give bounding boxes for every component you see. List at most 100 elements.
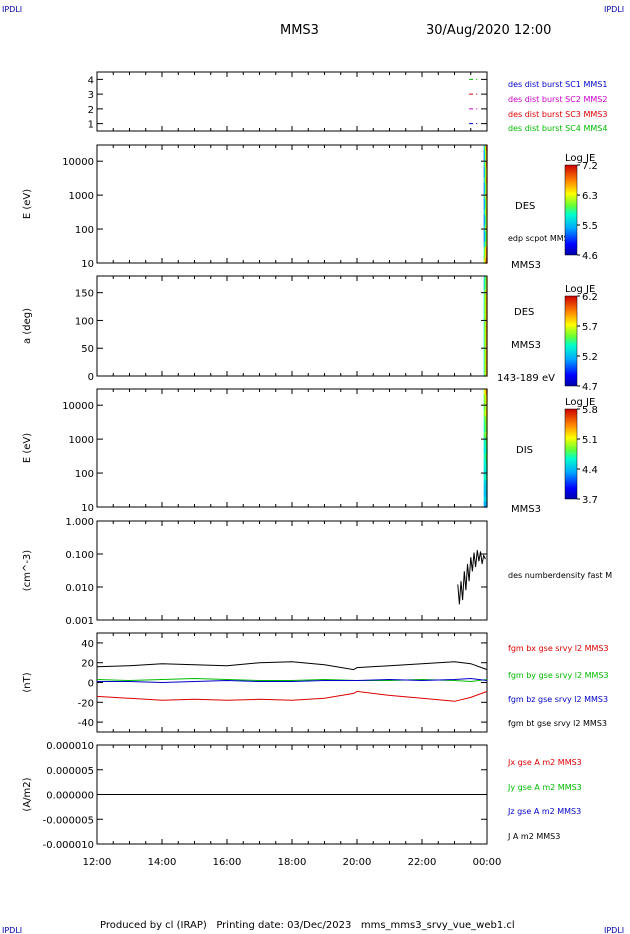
time-tick-label: 20:00	[343, 857, 372, 868]
bfield-panel-ytick-label: -20	[78, 698, 94, 709]
des-pitch-panel-ytick-label: 50	[81, 344, 94, 355]
bfield-panel-ylabel: (nT)	[22, 672, 33, 692]
current-legend-item: Jz gse A m2 MMS3	[507, 807, 581, 816]
burst-panel-ytick-label: 4	[88, 75, 94, 86]
des-pitch-panel-ytick-label: 150	[75, 289, 94, 300]
dis-energy-panel-colorbar-title: Log JE	[565, 397, 595, 408]
dis-energy-panel-colorbar-label: 3.7	[582, 495, 598, 506]
current-panel-ytick-label: 0.000010	[46, 741, 94, 752]
current-panel-ytick-label: -0.000010	[43, 840, 94, 851]
des-energy-panel-ytick-label: 1000	[69, 191, 94, 202]
burst-panel-ytick-label: 2	[88, 105, 94, 116]
bfield-panel-ytick-label: -40	[78, 718, 94, 729]
density-panel-ytick-label: 0.010	[65, 583, 94, 594]
date-title: 30/Aug/2020 12:00	[426, 23, 551, 38]
des-energy-panel-colorbar-label: 4.6	[582, 251, 598, 262]
des-energy-panel-colorbar-title: Log JE	[565, 153, 595, 164]
des-energy-panel-label: DES	[515, 201, 535, 212]
burst-legend-item: des dist burst SC1 MMS1	[508, 80, 607, 89]
des-pitch-panel-energy-label: 143-189 eV	[497, 373, 555, 384]
des-pitch-panel-label: DES	[514, 307, 534, 318]
bfield-legend-item: fgm bt gse srvy l2 MMS3	[508, 719, 607, 728]
des-energy-panel-ytick-label: 100	[75, 225, 94, 236]
corner-label-bottom-right: IPDLI	[604, 926, 624, 934]
current-panel-ytick-label: 0.000000	[46, 791, 94, 802]
des-pitch-panel-colorbar-label: 5.2	[582, 352, 598, 363]
des-pitch-panel-colorbar-label: 4.7	[582, 382, 598, 393]
density-panel-ytick-label: 0.001	[65, 616, 94, 627]
burst-legend-item: des dist burst SC4 MMS4	[508, 124, 607, 133]
des-energy-panel-overlay-label: edp scpot MMS3	[508, 234, 574, 243]
dis-energy-panel-ytick-label: 100	[75, 469, 94, 480]
density-panel-frame	[96, 520, 488, 621]
dis-energy-panel-ylabel: E (eV)	[22, 433, 33, 463]
time-tick-label: 00:00	[473, 857, 502, 868]
density-panel-legend: des numberdensity fast M	[508, 571, 612, 580]
time-tick-label: 14:00	[148, 857, 177, 868]
bfield-panel-ytick-label: 0	[88, 679, 94, 690]
current-panel-ytick-label: 0.000005	[46, 766, 94, 777]
current-legend-item: Jy gse A m2 MMS3	[507, 783, 582, 792]
des-energy-panel-ylabel: E (eV)	[22, 189, 33, 219]
corner-label-top-left: IPDLI	[2, 5, 22, 14]
time-tick-label: 16:00	[213, 857, 242, 868]
current-legend-item: Jx gse A m2 MMS3	[507, 758, 582, 767]
des-pitch-panel-colorbar	[564, 295, 578, 387]
des-energy-panel-colorbar-label: 5.5	[582, 221, 598, 232]
current-panel-ylabel: (A/m2)	[22, 777, 33, 811]
dis-energy-panel-right-label: MMS3	[511, 504, 541, 515]
burst-panel-ytick-label: 1	[88, 120, 94, 131]
des-energy-panel-ytick-label: 10	[81, 259, 94, 270]
time-tick-label: 18:00	[278, 857, 307, 868]
des-pitch-panel-ytick-label: 100	[75, 316, 94, 327]
bfield-series-3	[97, 677, 488, 684]
des-energy-panel-colorbar-label: 6.3	[582, 191, 598, 202]
corner-label-top-right: IPDLI	[604, 5, 624, 14]
density-panel-ytick-label: 0.100	[65, 550, 94, 561]
bfield-series-1	[96, 690, 488, 702]
dis-energy-panel-ytick-label: 10	[81, 503, 94, 514]
des-energy-panel-colorbar-label: 7.2	[582, 161, 598, 172]
bfield-legend-item: fgm bz gse srvy l2 MMS3	[508, 695, 608, 704]
dis-energy-panel-ytick-label: 10000	[62, 401, 94, 412]
current-panel-ytick-label: -0.000005	[43, 815, 94, 826]
dis-energy-panel-colorbar-label: 5.8	[582, 405, 598, 416]
density-panel-ylabel: (cm^-3)	[22, 550, 33, 591]
density-panel-ytick-label: 1.000	[65, 517, 94, 528]
burst-panel-ytick-label: 3	[88, 90, 94, 101]
dis-energy-panel-frame	[96, 388, 488, 508]
bfield-series-2	[96, 677, 488, 683]
des-pitch-panel-ylabel: a (deg)	[22, 308, 33, 344]
current-legend-item: J A m2 MMS3	[507, 832, 560, 841]
dis-energy-panel-label: DIS	[516, 445, 533, 456]
des-pitch-panel-colorbar-label: 6.2	[582, 292, 598, 303]
des-pitch-panel-right-label: MMS3	[511, 340, 541, 351]
des-energy-panel-ytick-label: 10000	[62, 157, 94, 168]
des-energy-panel-right-label: MMS3	[511, 260, 541, 271]
bfield-legend-item: fgm by gse srvy l2 MMS3	[508, 671, 609, 680]
footer-credits: Produced by cl (IRAP) Printing date: 03/…	[100, 920, 515, 931]
corner-label-bottom-left: IPDLI	[2, 926, 22, 934]
des-pitch-panel-frame	[96, 275, 488, 377]
bfield-legend-item: fgm bx gse srvy l2 MMS3	[508, 644, 609, 653]
density-series	[457, 550, 486, 605]
bfield-panel-ytick-label: 40	[81, 639, 94, 650]
dis-energy-panel-ytick-label: 1000	[69, 435, 94, 446]
burst-legend-item: des dist burst SC3 MMS3	[508, 110, 607, 119]
time-tick-label: 12:00	[83, 857, 112, 868]
des-pitch-panel-ytick-label: 0	[88, 372, 94, 383]
dis-energy-panel-colorbar-label: 4.4	[582, 465, 598, 476]
bfield-panel-ytick-label: 20	[81, 659, 94, 670]
burst-legend-item: des dist burst SC2 MMS2	[508, 95, 607, 104]
spacecraft-title: MMS3	[280, 23, 319, 38]
des-energy-panel-frame	[96, 144, 488, 264]
des-pitch-panel-colorbar-title: Log JE	[565, 284, 595, 295]
bfield-series-0	[96, 661, 488, 671]
time-tick-label: 22:00	[408, 857, 437, 868]
des-energy-panel-colorbar	[564, 164, 578, 256]
des-pitch-panel-colorbar-label: 5.7	[582, 322, 598, 333]
dis-energy-panel-colorbar-label: 5.1	[582, 435, 598, 446]
dis-energy-panel-colorbar	[564, 408, 578, 500]
burst-panel-frame	[96, 71, 488, 132]
